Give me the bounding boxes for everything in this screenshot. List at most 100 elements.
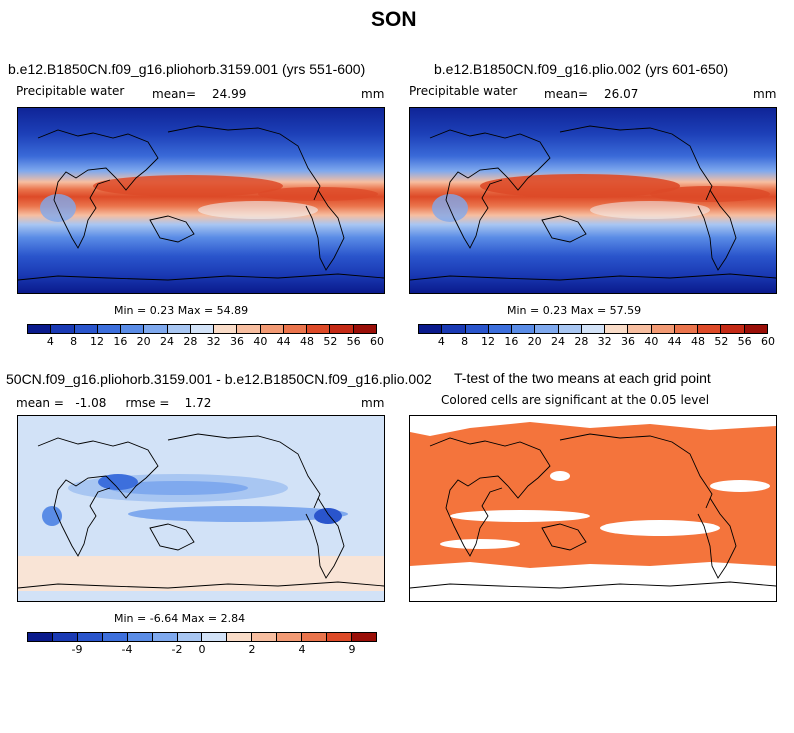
panel1-mean-label: mean= xyxy=(152,87,197,101)
panel3-colorbar-ticks: -9 -4 -2 0 2 4 9 xyxy=(27,643,377,656)
colorbar-swatch xyxy=(353,325,376,333)
colorbar-swatch xyxy=(28,325,52,333)
colorbar-swatch xyxy=(307,325,331,333)
panel4-map-svg xyxy=(410,416,776,601)
colorbar-tick-label: 48 xyxy=(300,335,314,348)
panel2-map-svg xyxy=(410,108,776,293)
panel1-colorbar xyxy=(27,324,377,334)
panel1-title: b.e12.B1850CN.f09_g16.pliohorb.3159.001 … xyxy=(8,61,366,77)
colorbar-swatch xyxy=(744,325,767,333)
colorbar-tick-label: 4 xyxy=(437,335,445,348)
colorbar-swatch xyxy=(237,325,261,333)
colorbar-tick-label: 2 xyxy=(248,643,256,656)
panel2-title: b.e12.B1850CN.f09_g16.plio.002 (yrs 601-… xyxy=(434,61,729,77)
colorbar-swatch xyxy=(202,633,228,641)
colorbar-swatch xyxy=(260,325,284,333)
panel3-colorbar xyxy=(27,632,377,642)
panel1-minmax: Min = 0.23 Max = 54.89 xyxy=(114,304,249,317)
colorbar-tick-label: 60 xyxy=(761,335,775,348)
figure-title: SON xyxy=(371,8,417,31)
colorbar-tick-label: 16 xyxy=(504,335,519,348)
colorbar-swatch xyxy=(721,325,745,333)
panel1-mean: 24.99 xyxy=(212,87,247,101)
panel4-subtitle: Colored cells are significant at the 0.0… xyxy=(441,393,710,407)
panel2-colorbar-ticks: 4 8 12 16 20 24 28 32 36 40 44 48 52 56 60 xyxy=(418,335,775,348)
colorbar-tick-label: 40 xyxy=(253,335,268,348)
panel3-map-svg xyxy=(18,416,384,601)
panel1-map-svg xyxy=(18,108,384,293)
colorbar-swatch xyxy=(144,325,168,333)
colorbar-tick-label: 28 xyxy=(574,335,589,348)
colorbar-swatch xyxy=(698,325,722,333)
colorbar-tick-label: 60 xyxy=(370,335,384,348)
colorbar-tick-label: 52 xyxy=(323,335,338,348)
colorbar-tick-label: 12 xyxy=(481,335,495,348)
colorbar-tick-label: 28 xyxy=(183,335,198,348)
colorbar-tick-label: 48 xyxy=(691,335,705,348)
colorbar-tick-label: 56 xyxy=(346,335,361,348)
colorbar-tick-label: 12 xyxy=(90,335,104,348)
colorbar-tick-label: -2 xyxy=(171,643,183,656)
colorbar-swatch xyxy=(77,633,103,641)
colorbar-swatch xyxy=(512,325,536,333)
colorbar-swatch xyxy=(330,325,354,333)
colorbar-swatch xyxy=(302,633,328,641)
colorbar-tick-label: 56 xyxy=(737,335,752,348)
panel1-variable: Precipitable water xyxy=(16,84,125,98)
colorbar-swatch xyxy=(674,325,699,333)
colorbar-tick-label: 8 xyxy=(70,335,78,348)
colorbar-swatch xyxy=(190,325,215,333)
colorbar-tick-label: 24 xyxy=(551,335,565,348)
colorbar-swatch xyxy=(277,633,303,641)
panel1-units: mm xyxy=(361,87,385,101)
colorbar-tick-label: 16 xyxy=(113,335,128,348)
panel3-title: 50CN.f09_g16.pliohorb.3159.001 - b.e12.B… xyxy=(6,371,432,387)
colorbar-swatch xyxy=(177,633,203,641)
panel1-map xyxy=(17,107,385,294)
panel2-units: mm xyxy=(753,87,777,101)
colorbar-swatch xyxy=(227,633,253,641)
panel2-variable: Precipitable water xyxy=(409,84,518,98)
colorbar-tick-label: 0 xyxy=(198,643,206,656)
colorbar-tick-label: 44 xyxy=(276,335,291,348)
colorbar-tick-label: 8 xyxy=(461,335,469,348)
colorbar-swatch xyxy=(97,325,122,333)
colorbar-swatch xyxy=(535,325,559,333)
colorbar-swatch xyxy=(28,633,53,641)
colorbar-swatch xyxy=(327,633,352,641)
colorbar-swatch xyxy=(558,325,582,333)
panel2-minmax: Min = 0.23 Max = 57.59 xyxy=(507,304,642,317)
panel2-mean-label: mean= xyxy=(544,87,589,101)
panel4-map xyxy=(409,415,777,602)
colorbar-swatch xyxy=(152,633,178,641)
colorbar-tick-label: 9 xyxy=(348,643,356,656)
colorbar-tick-label: 20 xyxy=(136,335,151,348)
colorbar-swatch xyxy=(252,633,278,641)
colorbar-tick-label: 36 xyxy=(621,335,635,348)
colorbar-tick-label: 52 xyxy=(714,335,729,348)
colorbar-swatch xyxy=(419,325,443,333)
panel2-mean: 26.07 xyxy=(604,87,639,101)
panel3-stats: mean = -1.08 rmse = 1.72 xyxy=(16,396,212,410)
colorbar-swatch xyxy=(121,325,145,333)
colorbar-tick-label: 36 xyxy=(230,335,244,348)
colorbar-tick-label: 24 xyxy=(160,335,174,348)
colorbar-swatch xyxy=(442,325,466,333)
colorbar-tick-label: -9 xyxy=(71,643,83,656)
colorbar-swatch xyxy=(74,325,98,333)
panel3-map xyxy=(17,415,385,602)
colorbar-swatch xyxy=(51,325,75,333)
colorbar-swatch xyxy=(581,325,606,333)
colorbar-swatch xyxy=(351,633,376,641)
colorbar-swatch xyxy=(605,325,629,333)
colorbar-tick-label: 40 xyxy=(644,335,659,348)
panel1-colorbar-ticks: 4 8 12 16 20 24 28 32 36 40 44 48 52 56 60 xyxy=(27,335,384,348)
colorbar-swatch xyxy=(628,325,652,333)
colorbar-swatch xyxy=(52,633,78,641)
panel3-units: mm xyxy=(361,396,385,410)
panel4-title: T-test of the two means at each grid poi… xyxy=(454,370,711,386)
colorbar-tick-label: 32 xyxy=(206,335,221,348)
colorbar-tick-label: 32 xyxy=(597,335,612,348)
colorbar-tick-label: 4 xyxy=(46,335,54,348)
colorbar-swatch xyxy=(214,325,238,333)
